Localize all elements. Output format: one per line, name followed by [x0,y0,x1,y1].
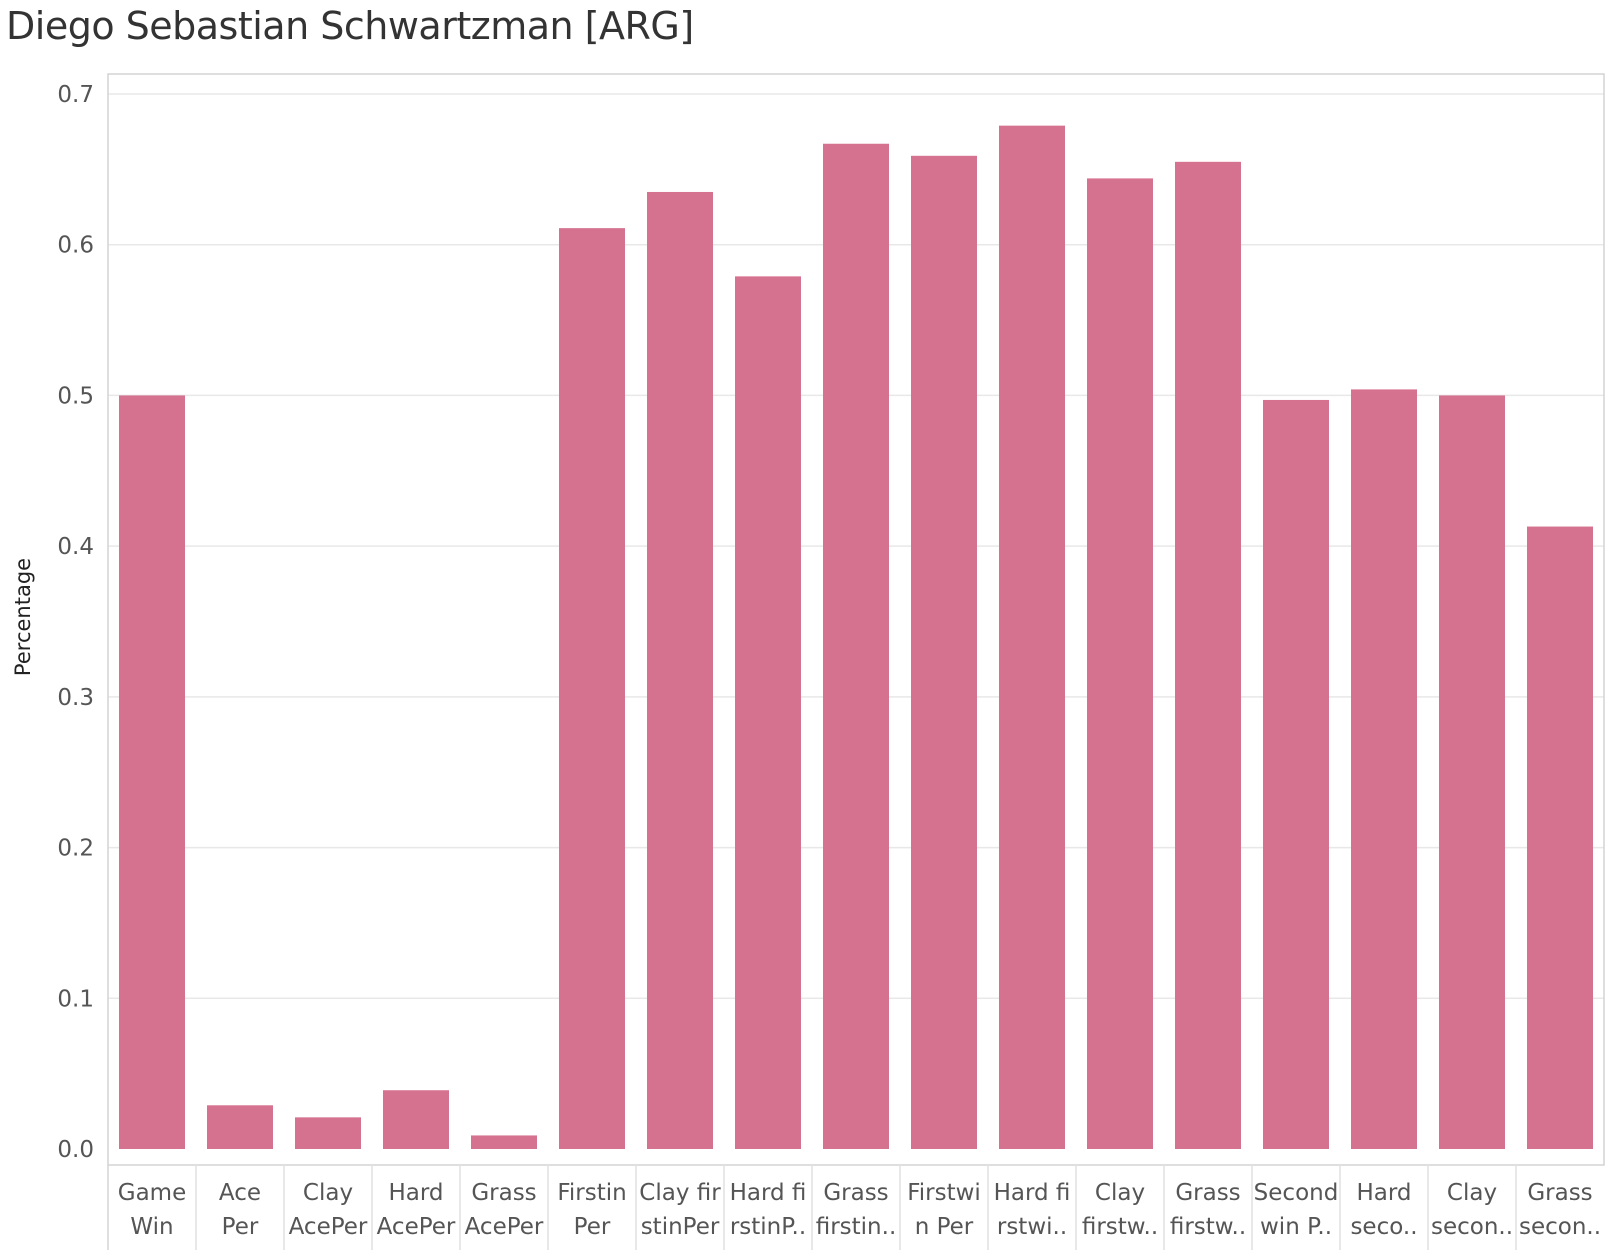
x-category-label: rstwi.. [997,1214,1067,1240]
y-tick-label: 0.6 [57,233,94,259]
x-category-label: Firstin [557,1180,626,1206]
x-category-label: stinPer [641,1214,720,1240]
x-category-label: AcePer [377,1214,456,1240]
bar[interactable] [1439,395,1505,1149]
bar[interactable] [647,191,713,1149]
x-category-label: secon.. [1519,1214,1601,1240]
x-category-label: Clay [1447,1180,1497,1206]
bar[interactable] [207,1105,273,1149]
y-axis-ticks: 0.0 0.1 0.2 0.3 0.4 0.5 0.6 0.7 [57,82,94,1163]
chart-title: Diego Sebastian Schwartzman [ARG] [6,4,694,48]
bar[interactable] [1087,178,1153,1149]
x-category-label: AcePer [289,1214,368,1240]
x-category-label: secon.. [1431,1214,1513,1240]
x-category-label: firstw.. [1170,1214,1246,1240]
x-category-label: AcePer [465,1214,544,1240]
x-category-label: Clay fir [639,1180,721,1206]
bar[interactable] [383,1090,449,1149]
bar[interactable] [1175,161,1241,1150]
bar[interactable] [1351,389,1417,1149]
x-category-label: firstin.. [816,1214,897,1240]
x-category-label: Grass [471,1180,536,1206]
x-category-label: Clay [303,1180,353,1206]
y-tick-label: 0.5 [57,383,94,409]
bar[interactable] [1263,399,1329,1149]
x-axis-categories: GameWinAcePerClayAcePerHardAcePerGrassAc… [118,1180,1601,1240]
x-category-label: Ace [219,1180,261,1206]
x-category-label: Win [130,1214,173,1240]
bar[interactable] [735,276,801,1150]
x-category-label: Hard fi [730,1180,807,1206]
x-category-label: rstinP.. [730,1214,806,1240]
bar[interactable] [119,395,185,1149]
x-category-label: win P.. [1260,1214,1332,1240]
x-category-label: Game [118,1180,186,1206]
x-category-label: Grass [823,1180,888,1206]
x-category-label: Grass [1527,1180,1592,1206]
x-category-label: Per [222,1214,259,1240]
x-category-label: Hard [1356,1180,1411,1206]
x-category-label: Hard fi [994,1180,1071,1206]
bar[interactable] [559,228,625,1149]
x-category-label: firstw.. [1082,1214,1158,1240]
bar[interactable] [1527,526,1593,1149]
y-axis-title: Percentage [11,558,35,676]
y-tick-label: 0.3 [57,685,94,711]
x-category-label: Hard [388,1180,443,1206]
y-tick-label: 0.7 [57,82,94,108]
x-category-label: Grass [1175,1180,1240,1206]
x-category-label: n Per [915,1214,974,1240]
bars [119,125,1593,1150]
y-tick-label: 0.4 [57,534,94,560]
y-tick-label: 0.1 [57,986,94,1012]
x-category-label: seco.. [1350,1214,1417,1240]
y-tick-label: 0.2 [57,836,94,862]
x-category-label: Firstwi [907,1180,981,1206]
bar[interactable] [999,125,1065,1149]
plot-border [107,73,1605,1166]
x-category-label: Per [574,1214,611,1240]
bar[interactable] [295,1117,361,1149]
bar[interactable] [911,155,977,1150]
plot-frame [107,73,1605,1250]
x-category-label: Second [1254,1180,1339,1206]
bar[interactable] [823,143,889,1149]
bar[interactable] [471,1135,537,1149]
x-category-label: Clay [1095,1180,1145,1206]
y-tick-label: 0.0 [57,1137,94,1163]
